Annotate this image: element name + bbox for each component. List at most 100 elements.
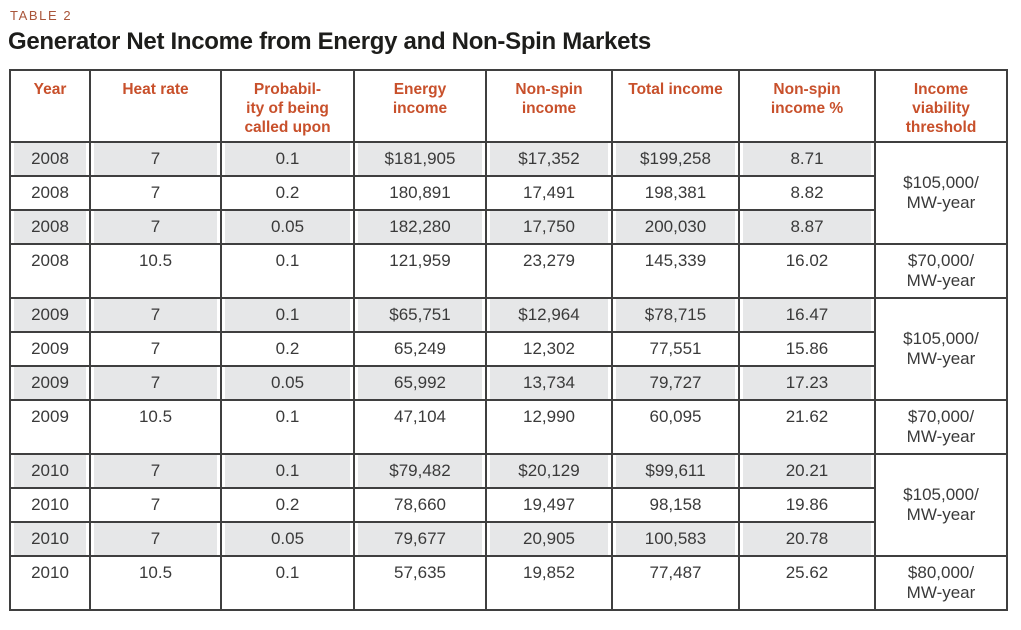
cell-energy-income: $65,751 [353, 297, 487, 333]
cell-energy-income: 78,660 [353, 487, 487, 523]
cell-probability: 0.1 [220, 399, 355, 455]
cell-probability: 0.1 [220, 243, 355, 299]
cell-probability: 0.2 [220, 175, 355, 211]
cell-total-income: 79,727 [611, 365, 740, 401]
cell-non-spin-income-pct: 21.62 [738, 399, 876, 455]
table-row: 2010 7 0.05 79,677 20,905 100,583 20.78 [9, 521, 1007, 557]
cell-heat-rate: 7 [89, 487, 222, 523]
table-row: 2009 7 0.05 65,992 13,734 79,727 17.23 [9, 365, 1007, 401]
cell-energy-income: 65,992 [353, 365, 487, 401]
cell-non-spin-income-pct: 20.78 [738, 521, 876, 557]
cell-heat-rate: 7 [89, 453, 222, 489]
table-row: 2008 7 0.2 180,891 17,491 198,381 8.82 [9, 175, 1007, 211]
cell-total-income: 200,030 [611, 209, 740, 245]
cell-year: 2008 [9, 209, 91, 245]
cell-income-viability-threshold: $70,000/ MW-year [874, 399, 1008, 455]
cell-year: 2010 [9, 521, 91, 557]
cell-year: 2009 [9, 331, 91, 367]
cell-heat-rate: 7 [89, 209, 222, 245]
cell-energy-income: $181,905 [353, 141, 487, 177]
cell-energy-income: 65,249 [353, 331, 487, 367]
cell-year: 2008 [9, 243, 91, 299]
cell-total-income: $78,715 [611, 297, 740, 333]
cell-non-spin-income-pct: 25.62 [738, 555, 876, 611]
cell-total-income: 77,487 [611, 555, 740, 611]
cell-heat-rate: 7 [89, 521, 222, 557]
cell-non-spin-income: $17,352 [485, 141, 613, 177]
cell-energy-income: 180,891 [353, 175, 487, 211]
column-header-non-spin-income-pct: Non-spin income % [738, 69, 876, 143]
cell-non-spin-income-pct: 15.86 [738, 331, 876, 367]
cell-probability: 0.05 [220, 365, 355, 401]
cell-non-spin-income: 17,750 [485, 209, 613, 245]
table-header-row: Year Heat rate Probabil- ity of being ca… [9, 69, 1008, 143]
cell-non-spin-income: 17,491 [485, 175, 613, 211]
column-header-energy-income: Energy income [353, 69, 487, 143]
cell-non-spin-income-pct: 16.47 [738, 297, 876, 333]
cell-total-income: $199,258 [611, 141, 740, 177]
cell-total-income: 100,583 [611, 521, 740, 557]
column-header-heat-rate: Heat rate [89, 69, 222, 143]
cell-year: 2010 [9, 555, 91, 611]
cell-income-viability-threshold: $105,000/ MW-year [874, 297, 1008, 401]
cell-non-spin-income: 12,990 [485, 399, 613, 455]
table-row: 2008 7 0.1 $181,905 $17,352 $199,258 8.7… [9, 141, 1008, 245]
table-row: 2010 7 0.2 78,660 19,497 98,158 19.86 [9, 487, 1007, 523]
generator-net-income-table: Year Heat rate Probabil- ity of being ca… [9, 69, 1008, 611]
table-label: TABLE 2 [10, 8, 73, 23]
cell-non-spin-income: 23,279 [485, 243, 613, 299]
cell-total-income: $99,611 [611, 453, 740, 489]
cell-non-spin-income: 19,852 [485, 555, 613, 611]
cell-income-viability-threshold: $80,000/ MW-year [874, 555, 1008, 611]
cell-energy-income: 47,104 [353, 399, 487, 455]
table-row: 2010 10.5 0.1 57,635 19,852 77,487 25.62… [9, 555, 1008, 611]
column-header-income-viability-threshold: Income viability threshold [874, 69, 1008, 143]
table-row: 2009 7 0.2 65,249 12,302 77,551 15.86 [9, 331, 1007, 367]
cell-year: 2008 [9, 141, 91, 177]
column-header-total-income: Total income [611, 69, 740, 143]
cell-non-spin-income-pct: 19.86 [738, 487, 876, 523]
cell-non-spin-income: 13,734 [485, 365, 613, 401]
cell-year: 2010 [9, 453, 91, 489]
cell-probability: 0.1 [220, 297, 355, 333]
cell-probability: 0.05 [220, 209, 355, 245]
column-header-non-spin-income: Non-spin income [485, 69, 613, 143]
cell-heat-rate: 7 [89, 297, 222, 333]
cell-non-spin-income-pct: 8.87 [738, 209, 876, 245]
cell-year: 2009 [9, 399, 91, 455]
cell-probability: 0.05 [220, 521, 355, 557]
cell-probability: 0.2 [220, 331, 355, 367]
table-row: 2008 10.5 0.1 121,959 23,279 145,339 16.… [9, 243, 1008, 299]
cell-income-viability-threshold: $105,000/ MW-year [874, 141, 1008, 245]
cell-heat-rate: 10.5 [89, 555, 222, 611]
cell-heat-rate: 7 [89, 331, 222, 367]
cell-year: 2009 [9, 365, 91, 401]
cell-total-income: 98,158 [611, 487, 740, 523]
cell-total-income: 60,095 [611, 399, 740, 455]
cell-income-viability-threshold: $105,000/ MW-year [874, 453, 1008, 557]
cell-non-spin-income: 20,905 [485, 521, 613, 557]
cell-year: 2008 [9, 175, 91, 211]
cell-heat-rate: 7 [89, 175, 222, 211]
cell-energy-income: $79,482 [353, 453, 487, 489]
cell-heat-rate: 7 [89, 141, 222, 177]
table-row: 2009 10.5 0.1 47,104 12,990 60,095 21.62… [9, 399, 1008, 455]
table-row: 2008 7 0.05 182,280 17,750 200,030 8.87 [9, 209, 1007, 245]
cell-total-income: 77,551 [611, 331, 740, 367]
table-row: 2010 7 0.1 $79,482 $20,129 $99,611 20.21… [9, 453, 1008, 557]
column-header-probability: Probabil- ity of being called upon [220, 69, 355, 143]
cell-energy-income: 79,677 [353, 521, 487, 557]
cell-non-spin-income-pct: 20.21 [738, 453, 876, 489]
column-header-year: Year [9, 69, 91, 143]
page-title: Generator Net Income from Energy and Non… [8, 28, 651, 55]
cell-heat-rate: 10.5 [89, 399, 222, 455]
cell-year: 2009 [9, 297, 91, 333]
cell-total-income: 145,339 [611, 243, 740, 299]
cell-non-spin-income-pct: 16.02 [738, 243, 876, 299]
cell-probability: 0.1 [220, 555, 355, 611]
cell-non-spin-income: 19,497 [485, 487, 613, 523]
cell-probability: 0.1 [220, 141, 355, 177]
cell-non-spin-income: $20,129 [485, 453, 613, 489]
cell-non-spin-income-pct: 17.23 [738, 365, 876, 401]
table-row: 2009 7 0.1 $65,751 $12,964 $78,715 16.47… [9, 297, 1008, 401]
